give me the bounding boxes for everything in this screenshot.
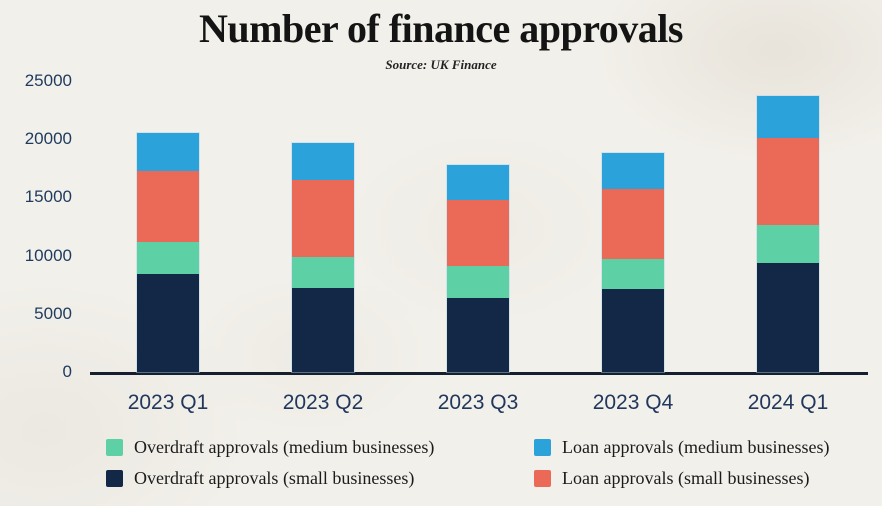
x-axis-label: 2023 Q1 [127, 391, 209, 414]
y-axis-tick-label: 5000 [34, 303, 72, 323]
legend-label: Loan approvals (medium businesses) [562, 437, 830, 457]
x-axis-label: 2023 Q3 [437, 391, 519, 414]
x-axis-label: 2023 Q4 [592, 391, 674, 414]
chart-source: Source: UK Finance [385, 57, 497, 72]
chart-title: Number of finance approvals [199, 6, 683, 51]
bar-segment [602, 189, 664, 260]
legend-item: Loan approvals (medium businesses) [534, 437, 829, 458]
bar-2023-q3 [446, 163, 510, 374]
bar-2023-q2 [291, 141, 355, 374]
bar-segment [292, 179, 354, 257]
bar-segment [137, 241, 199, 275]
bar-2023-q1 [136, 132, 200, 373]
legend-swatch [534, 439, 551, 456]
plot-area [90, 81, 868, 375]
legend-label: Overdraft approvals (medium businesses) [134, 437, 435, 457]
bar-2023-q4 [601, 152, 665, 373]
bar-segment [602, 289, 664, 372]
legend-swatch [106, 439, 123, 456]
y-axis-tick-label: 0 [62, 362, 72, 381]
bar-segment [292, 288, 354, 372]
bar-segment [137, 170, 199, 242]
bar-segment [757, 225, 819, 263]
y-axis-tick-label: 15000 [24, 187, 72, 207]
bar-segment [447, 199, 509, 267]
bar-segment [137, 274, 199, 372]
bar-segment [447, 266, 509, 298]
legend-label: Loan approvals (small businesses) [562, 468, 810, 488]
bar-segment [447, 164, 509, 200]
legend-label: Overdraft approvals (small businesses) [134, 468, 415, 488]
y-axis-tick-label: 20000 [24, 129, 72, 149]
x-axis-label: 2023 Q2 [282, 391, 364, 414]
bar-2024-q1 [756, 95, 820, 373]
y-axis-tick-label: 25000 [24, 71, 72, 90]
bar-segment [602, 153, 664, 190]
bar-segment [292, 256, 354, 289]
bar-segment [602, 259, 664, 290]
legend-swatch [534, 470, 551, 487]
bar-segment [447, 297, 509, 372]
bar-segment [757, 96, 819, 139]
legend-swatch [106, 470, 123, 487]
legend-item: Overdraft approvals (medium businesses) [106, 437, 434, 458]
x-axis-label: 2024 Q1 [747, 391, 829, 414]
bar-segment [137, 133, 199, 171]
bar-segment [292, 142, 354, 180]
legend-item: Loan approvals (small businesses) [534, 468, 809, 489]
legend-item: Overdraft approvals (small businesses) [106, 468, 414, 489]
bar-segment [757, 262, 819, 372]
bar-segment [757, 138, 819, 226]
y-axis-tick-label: 10000 [24, 245, 72, 265]
